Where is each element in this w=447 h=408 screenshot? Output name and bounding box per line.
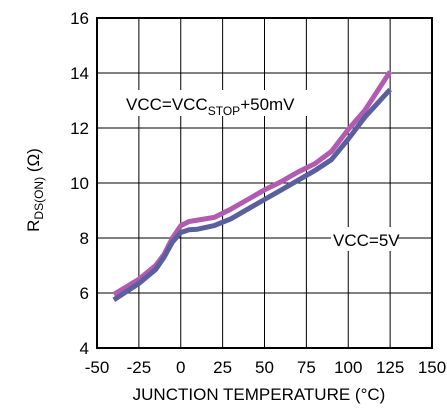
series-label-vccstop-sub: STOP bbox=[208, 104, 240, 118]
series-label-vccstop-bg bbox=[124, 90, 336, 116]
y-tick-label: 4 bbox=[80, 339, 89, 358]
y-tick-labels: 4 6 8 10 12 14 16 bbox=[70, 9, 89, 358]
x-tick-label: 75 bbox=[297, 358, 316, 377]
y-axis-label-main: R bbox=[24, 220, 43, 232]
series-label-vcc5: VCC=5V bbox=[331, 227, 400, 251]
series-label-vcc5-text: VCC=5V bbox=[333, 231, 400, 250]
x-axis-label: JUNCTION TEMPERATURE (°C) bbox=[133, 385, 386, 404]
y-tick-label: 16 bbox=[70, 9, 89, 28]
y-axis-label-unit: (Ω) bbox=[24, 148, 43, 177]
series-label-vccstop-main: VCC=VCC bbox=[126, 95, 208, 114]
y-axis-label: RDS(ON) (Ω) bbox=[24, 148, 46, 232]
series-label-vccstop-tail: +50mV bbox=[240, 95, 295, 114]
y-tick-label: 12 bbox=[70, 119, 89, 138]
y-tick-label: 8 bbox=[80, 229, 89, 248]
x-tick-label: -25 bbox=[127, 358, 152, 377]
x-tick-label: 0 bbox=[176, 358, 185, 377]
y-tick-label: 14 bbox=[70, 64, 89, 83]
x-tick-labels: -50 -25 0 25 50 75 100 125 150 bbox=[85, 358, 446, 377]
series-label-vccstop: VCC=VCCSTOP+50mV bbox=[124, 90, 336, 118]
grid bbox=[97, 18, 432, 348]
x-tick-label: -50 bbox=[85, 358, 110, 377]
series-layer bbox=[112, 70, 393, 302]
y-tick-label: 10 bbox=[70, 174, 89, 193]
series-label-vccstop-text: VCC=VCCSTOP+50mV bbox=[126, 95, 295, 118]
x-tick-label: 100 bbox=[334, 358, 362, 377]
y-tick-label: 6 bbox=[80, 284, 89, 303]
x-tick-label: 150 bbox=[418, 358, 446, 377]
series-label-vcc5-bg bbox=[331, 227, 397, 251]
plot-frame bbox=[96, 17, 433, 349]
series-line-vcc5 bbox=[112, 87, 392, 302]
x-tick-label: 25 bbox=[213, 358, 232, 377]
y-axis-label-sub: DS(ON) bbox=[32, 177, 46, 220]
x-tick-label: 125 bbox=[376, 358, 404, 377]
x-tick-label: 50 bbox=[255, 358, 274, 377]
